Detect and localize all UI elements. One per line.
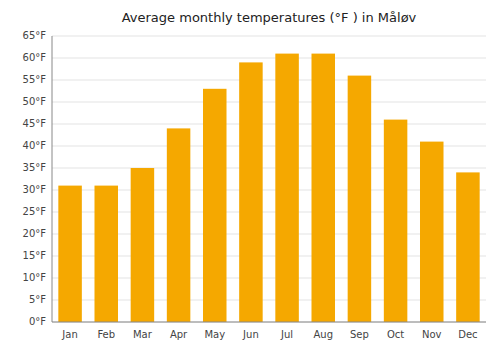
x-tick-label: May <box>204 329 225 340</box>
bar <box>94 186 118 322</box>
grid-line <box>52 36 486 37</box>
y-tick-label: 60°F <box>23 52 47 63</box>
bar <box>58 186 82 322</box>
grid-line <box>52 124 486 125</box>
x-tick-label: Dec <box>458 329 477 340</box>
y-tick-label: 55°F <box>23 74 47 85</box>
y-tick-label: 5°F <box>29 294 46 305</box>
y-tick-label: 0°F <box>29 316 46 327</box>
x-tick-label: Sep <box>350 329 369 340</box>
x-axis-line <box>52 322 486 323</box>
y-tick-label: 65°F <box>23 30 47 41</box>
x-tick-label: Oct <box>387 329 404 340</box>
y-tick-label: 20°F <box>23 228 47 239</box>
grid-line <box>52 58 486 59</box>
y-tick-label: 10°F <box>23 272 47 283</box>
bar <box>420 142 444 322</box>
bar <box>348 76 372 322</box>
x-tick-label: Jun <box>242 329 259 340</box>
bar <box>275 54 299 322</box>
x-tick-label: Mar <box>133 329 153 340</box>
bar <box>239 62 263 322</box>
y-axis-line <box>52 36 53 322</box>
x-axis-labels: Jan Feb Mar Apr May Jun Jul Aug Sep Oct Nov Dec <box>61 329 477 340</box>
grid-line <box>52 80 486 81</box>
bars <box>58 54 479 322</box>
y-axis-labels: 0°F 5°F 10°F 15°F 20°F 25°F 30°F 35°F 40°F 45°F 50… <box>23 30 47 327</box>
x-tick-label: Feb <box>97 329 115 340</box>
y-tick-label: 30°F <box>23 184 47 195</box>
x-tick-label: Nov <box>422 329 442 340</box>
grid-line <box>52 322 486 323</box>
bar <box>456 172 480 322</box>
y-tick-label: 45°F <box>23 118 47 129</box>
y-tick-label: 25°F <box>23 206 47 217</box>
bar <box>167 128 191 322</box>
bar <box>203 89 227 322</box>
bar <box>384 120 408 322</box>
grid-line <box>52 102 486 103</box>
grid <box>52 36 486 322</box>
x-tick-label: Jan <box>61 329 77 340</box>
x-tick-label: Aug <box>313 329 333 340</box>
x-tick-label: Apr <box>170 329 188 340</box>
y-tick-label: 40°F <box>23 140 47 151</box>
y-tick-label: 50°F <box>23 96 47 107</box>
x-tick-label: Jul <box>280 329 293 340</box>
bar <box>311 54 335 322</box>
chart: 0°F 5°F 10°F 15°F 20°F 25°F 30°F 35°F 40°F 45°F 50… <box>0 0 500 350</box>
title: Average monthly temperatures (°F ) in Må… <box>122 10 417 25</box>
chart-container: 0°F 5°F 10°F 15°F 20°F 25°F 30°F 35°F 40°F 45°F 50… <box>0 0 500 350</box>
y-tick-label: 35°F <box>23 162 47 173</box>
y-tick-label: 15°F <box>23 250 47 261</box>
bar <box>131 168 155 322</box>
